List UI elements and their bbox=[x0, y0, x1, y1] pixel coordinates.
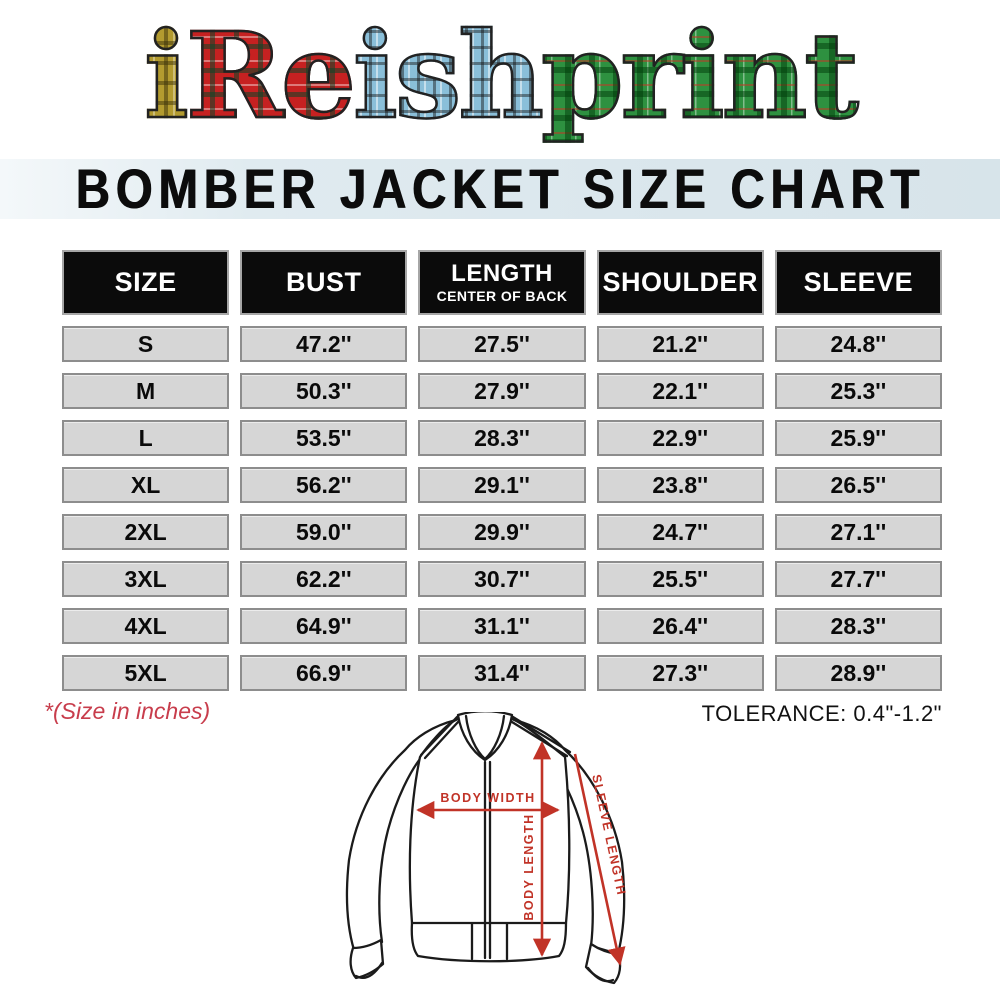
size-cell: 21.2'' bbox=[596, 326, 764, 362]
jacket-measurement-diagram: BODY WIDTH BODY LENGTH SLEEVE LENGTH bbox=[345, 712, 629, 985]
title-banner: BOMBER JACKET SIZE CHART bbox=[0, 157, 1000, 221]
jacket-left-cuff bbox=[349, 938, 385, 980]
size-cell: L bbox=[62, 420, 230, 456]
size-cell: 24.8'' bbox=[774, 326, 942, 362]
size-cell: 50.3'' bbox=[240, 373, 408, 409]
jacket-hem-band bbox=[410, 921, 568, 963]
size-cell: 62.2'' bbox=[240, 561, 408, 597]
column-header-sleeve: SLEEVE bbox=[774, 250, 942, 315]
jacket-outline bbox=[345, 712, 626, 985]
size-cell: 28.3'' bbox=[774, 608, 942, 644]
size-cell: 66.9'' bbox=[240, 655, 408, 691]
size-cell: 22.1'' bbox=[596, 373, 764, 409]
logo-part-green: print bbox=[540, 5, 860, 147]
column-header-label: SIZE bbox=[114, 267, 177, 297]
tolerance-note: TOLERANCE: 0.4"-1.2" bbox=[701, 701, 942, 726]
size-cell: 31.4'' bbox=[418, 655, 586, 691]
size-cell: 3XL bbox=[62, 561, 230, 597]
body-length-label: BODY LENGTH bbox=[522, 813, 536, 920]
size-cell: 26.5'' bbox=[774, 467, 942, 503]
column-header-size: SIZE bbox=[62, 250, 230, 315]
brand-logo: iReishprint bbox=[0, 0, 1000, 158]
size-cell: 59.0'' bbox=[240, 514, 408, 550]
size-cell: 47.2'' bbox=[240, 326, 408, 362]
jacket-shoulder-seam bbox=[510, 715, 572, 758]
size-cell: M bbox=[62, 373, 230, 409]
size-cell: 4XL bbox=[62, 608, 230, 644]
size-cell: 28.9'' bbox=[774, 655, 942, 691]
size-cell: 5XL bbox=[62, 655, 230, 691]
size-cell: 64.9'' bbox=[240, 608, 408, 644]
size-cell: 53.5'' bbox=[240, 420, 408, 456]
page-title: BOMBER JACKET SIZE CHART bbox=[75, 157, 925, 221]
size-cell: 27.9'' bbox=[418, 373, 586, 409]
size-table: SIZE BUST LENGTH CENTER OF BACK SHOULDER… bbox=[62, 250, 942, 691]
column-header-shoulder: SHOULDER bbox=[596, 250, 764, 315]
logo-part-gold: i bbox=[143, 5, 190, 147]
column-header-label: BUST bbox=[286, 267, 362, 297]
size-cell: 24.7'' bbox=[596, 514, 764, 550]
size-cell: 25.9'' bbox=[774, 420, 942, 456]
jacket-left-sleeve bbox=[345, 718, 458, 952]
column-header-sublabel: CENTER OF BACK bbox=[436, 288, 568, 304]
size-cell: 22.9'' bbox=[596, 420, 764, 456]
size-cell: 25.3'' bbox=[774, 373, 942, 409]
column-header-label: SLEEVE bbox=[803, 267, 914, 297]
size-cell: S bbox=[62, 326, 230, 362]
size-cell: 27.7'' bbox=[774, 561, 942, 597]
jacket-collar-seam bbox=[464, 714, 487, 761]
column-header-label: SHOULDER bbox=[602, 267, 758, 297]
size-cell: 56.2'' bbox=[240, 467, 408, 503]
column-header-length: LENGTH CENTER OF BACK bbox=[418, 250, 586, 315]
size-cell: 29.1'' bbox=[418, 467, 586, 503]
logo-part-blue: ish bbox=[352, 5, 546, 147]
size-cell: 23.8'' bbox=[596, 467, 764, 503]
jacket-collar bbox=[456, 712, 514, 762]
size-in-inches-note: *(Size in inches) bbox=[44, 698, 211, 724]
jacket-left-cuff-rim bbox=[354, 961, 384, 979]
measurement-arrows bbox=[416, 741, 626, 966]
size-cell: 27.1'' bbox=[774, 514, 942, 550]
jacket-shoulder-seam bbox=[419, 715, 460, 760]
size-cell: 27.3'' bbox=[596, 655, 764, 691]
sleeve-length-arrow bbox=[573, 753, 626, 966]
column-header-bust: BUST bbox=[240, 250, 408, 315]
size-cell: 31.1'' bbox=[418, 608, 586, 644]
body-width-label: BODY WIDTH bbox=[440, 791, 535, 805]
size-cell: 29.9'' bbox=[418, 514, 586, 550]
size-cell: 26.4'' bbox=[596, 608, 764, 644]
size-cell: 27.5'' bbox=[418, 326, 586, 362]
column-header-label: LENGTH bbox=[451, 260, 553, 287]
size-cell: 30.7'' bbox=[418, 561, 586, 597]
size-cell: 2XL bbox=[62, 514, 230, 550]
size-cell: 28.3'' bbox=[418, 420, 586, 456]
size-cell: 25.5'' bbox=[596, 561, 764, 597]
logo-part-red: Re bbox=[185, 5, 358, 147]
jacket-right-cuff-rim bbox=[586, 966, 615, 983]
size-cell: XL bbox=[62, 467, 230, 503]
jacket-collar-seam bbox=[483, 714, 506, 761]
